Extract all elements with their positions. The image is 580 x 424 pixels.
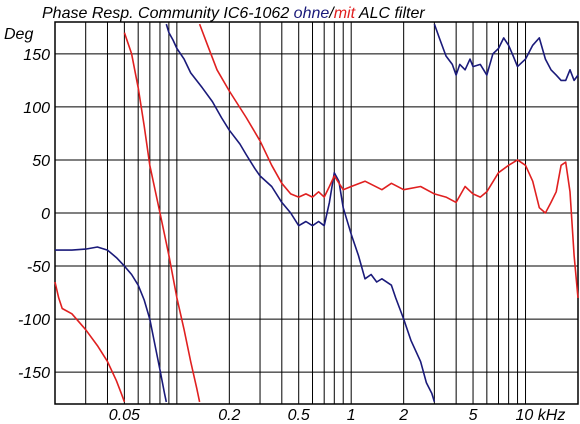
series-mit-line bbox=[198, 23, 579, 298]
y-tick-label: -50 bbox=[27, 259, 50, 276]
series-ohne-line bbox=[165, 23, 436, 403]
y-axis-label: Deg bbox=[4, 26, 33, 43]
series-ohne-line bbox=[433, 23, 579, 82]
chart-title: Phase Resp. Community IC6-1062 ohne/mit … bbox=[42, 5, 425, 22]
x-tick-label: 0.05 bbox=[109, 407, 140, 424]
x-tick-label: 10 kHz bbox=[516, 407, 566, 424]
series-mit-line bbox=[54, 281, 126, 403]
y-tick-label: 50 bbox=[32, 153, 50, 170]
series-layer bbox=[54, 23, 579, 403]
x-tick-label: 5 bbox=[469, 407, 478, 424]
title-separator: / bbox=[328, 5, 335, 22]
series-mit-line bbox=[123, 32, 201, 403]
y-tick-label: -150 bbox=[18, 365, 50, 382]
x-axis: 0.05 0.2 0.5 1 2 5 10 kHz bbox=[109, 407, 566, 424]
title-prefix: Phase Resp. Community IC6-1062 bbox=[42, 5, 294, 22]
title-suffix: ALC filter bbox=[355, 5, 425, 22]
x-tick-label: 2 bbox=[398, 407, 408, 424]
y-tick-label: 150 bbox=[23, 47, 50, 64]
y-axis: Deg 150 100 50 0 -50 -100 -150 bbox=[4, 26, 50, 382]
x-tick-label: 0.2 bbox=[218, 407, 240, 424]
y-tick-label: 0 bbox=[41, 206, 50, 223]
title-series-mit: mit bbox=[334, 5, 356, 22]
y-tick-label: -100 bbox=[18, 312, 50, 329]
x-tick-label: 1 bbox=[347, 407, 356, 424]
gridlines bbox=[55, 22, 579, 404]
plot-area bbox=[54, 21, 579, 405]
x-tick-label: 0.5 bbox=[288, 407, 310, 424]
series-ohne-line bbox=[55, 246, 168, 403]
y-tick-label: 100 bbox=[23, 100, 50, 117]
title-series-ohne: ohne bbox=[294, 5, 330, 22]
